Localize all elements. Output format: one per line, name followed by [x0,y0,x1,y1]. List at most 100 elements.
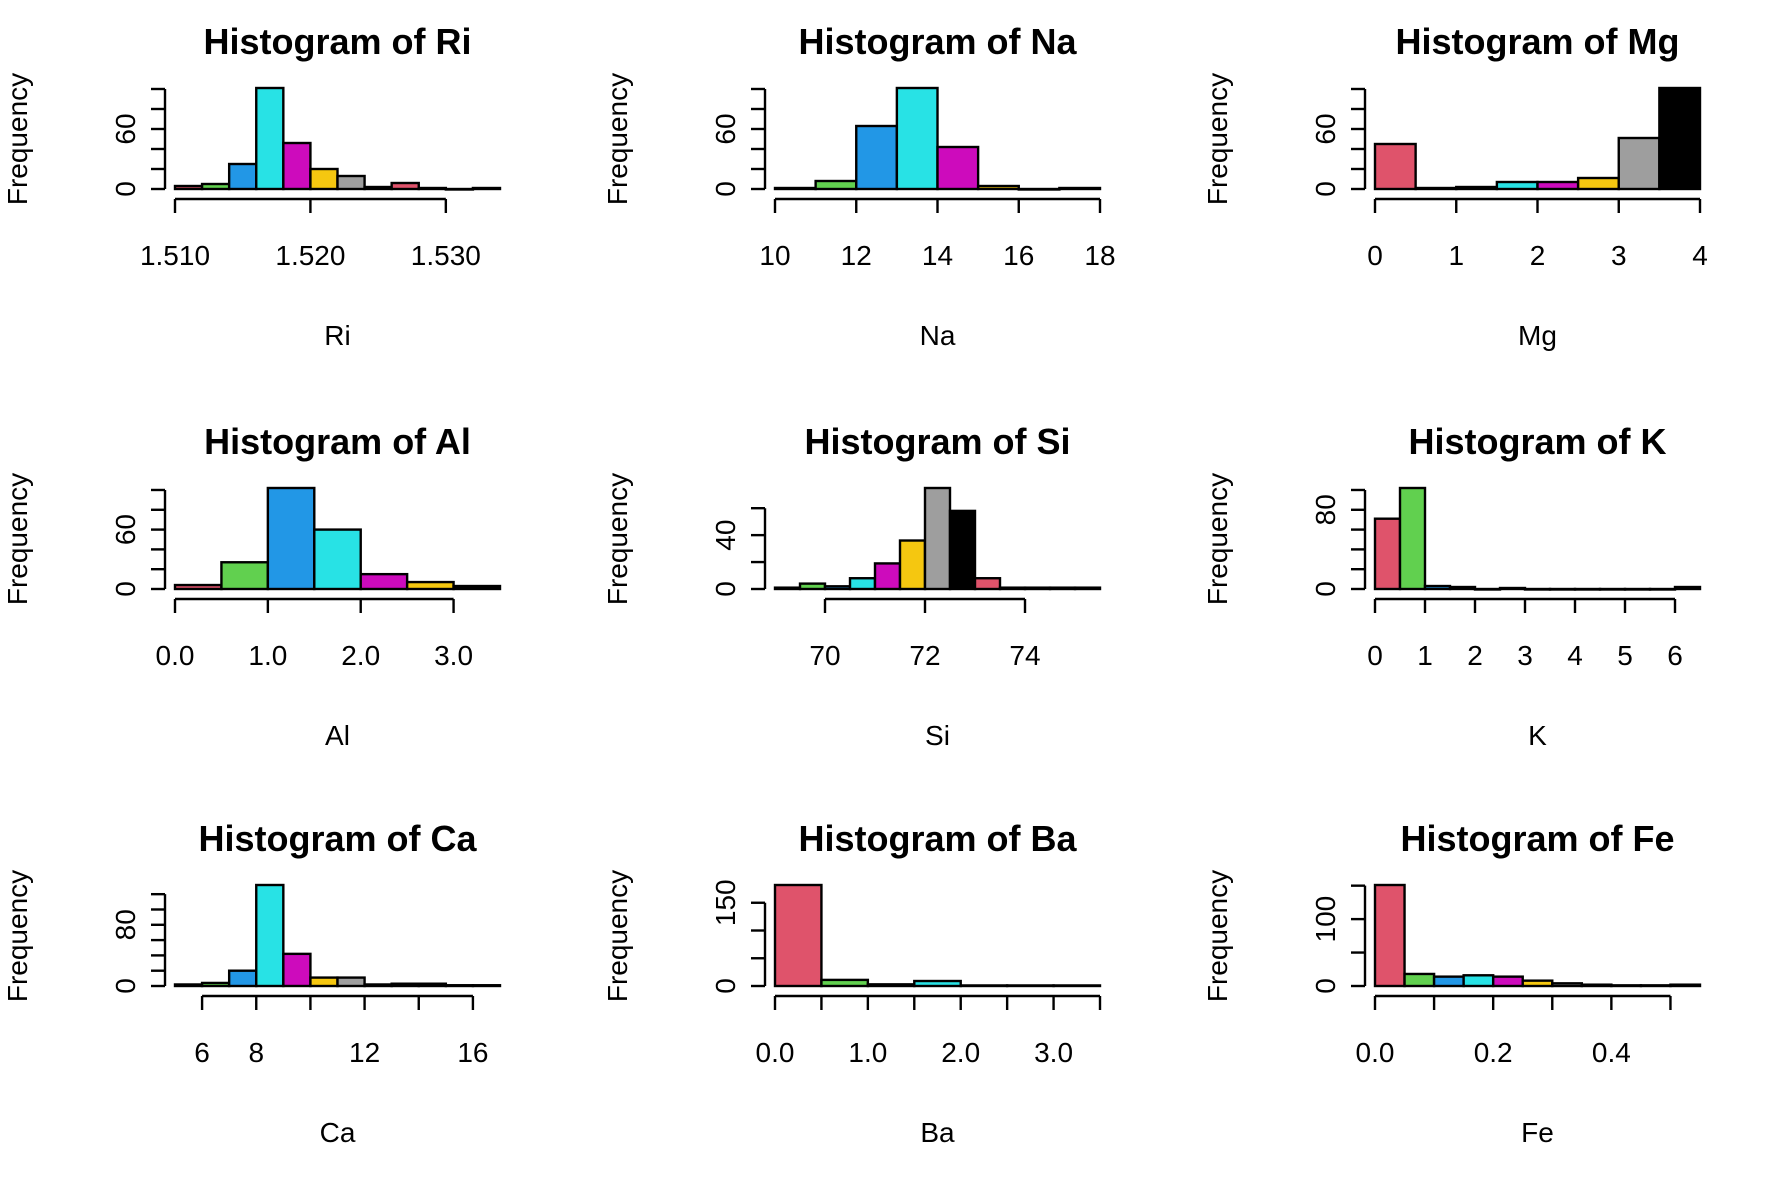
histogram-panel: Histogram of Ba 0.0 1.0 2.0 3.0 0 150 Ba Frequen… [602,818,1102,1148]
panel-title: Histogram of K [1408,421,1666,462]
y-tick-label: 0 [110,181,141,197]
y-tick-label: 60 [1310,113,1341,144]
x-tick-label: 12 [349,1037,380,1068]
y-tick-label: 80 [110,909,141,940]
histogram-bar [1373,883,1406,988]
y-tick-label: 0 [710,581,741,597]
histogram-bar [814,179,858,191]
histogram-panel: Histogram of Fe 0.0 0.2 0.4 0 100 Fe Frequency [1202,818,1702,1148]
histogram-bar [1462,974,1495,988]
x-axis-label: Ca [320,1117,356,1148]
y-tick-label: 150 [710,879,741,926]
x-tick-label: 72 [909,640,940,671]
y-tick-label: 60 [110,113,141,144]
histogram-bar [1052,984,1102,988]
x-tick-label: 10 [759,240,790,271]
x-axis-label: Al [325,720,350,751]
histogram-bar [823,585,852,591]
histogram-panel: Histogram of Si 70 72 74 0 40 Si Frequency [602,421,1102,751]
x-tick-label: 18 [1084,240,1115,271]
histogram-bar [1639,984,1672,988]
x-tick-label: 12 [841,240,872,271]
y-axis-label: Frequency [1202,870,1233,1002]
histogram-bar [998,586,1027,591]
x-tick-label: 16 [1003,240,1034,271]
y-axis-label: Frequency [602,73,633,205]
x-tick-label: 6 [1667,640,1683,671]
histogram-bar [1610,984,1643,988]
y-tick-label: 0 [110,581,141,597]
histogram-bar [444,187,475,191]
y-axis-label: Frequency [2,73,33,205]
panel-title: Histogram of Mg [1396,21,1680,62]
histogram-bar [1536,180,1580,191]
histogram-bar [1617,136,1661,191]
histogram-panel: Histogram of Ca 6 8 12 16 0 80 Ca Frequency [2,818,502,1148]
histogram-bar [471,186,502,191]
histogram-bar [1623,587,1652,591]
y-tick-label: 0 [110,978,141,994]
x-tick-label: 16 [457,1037,488,1068]
panel-title: Histogram of Si [804,421,1070,462]
histogram-bar [1551,982,1584,988]
histogram-bar [390,982,420,988]
histogram-bar [773,883,823,988]
histogram-bar [444,984,475,988]
x-tick-label: 70 [809,640,840,671]
histogram-bar [1423,584,1452,591]
histogram-panel: Histogram of Al 0.0 1.0 2.0 3.0 0 60 Al Frequenc… [2,421,502,751]
y-tick-label: 60 [110,514,141,545]
x-axis-label: Ri [324,320,350,351]
x-tick-label: 3 [1517,640,1533,671]
histogram-bar [471,984,502,988]
histogram-bar [1523,587,1552,591]
x-tick-label: 6 [194,1037,210,1068]
histogram-bar [873,562,902,591]
y-tick-label: 60 [710,113,741,144]
y-axis-label: Frequency [1202,473,1233,605]
panel-title: Histogram of Fe [1400,818,1674,859]
histogram-panel: Histogram of Ri 1.510 1.520 1.530 0 60 Ri Frequ… [2,21,502,351]
histogram-bar [866,983,916,988]
y-axis-label: Frequency [2,473,33,605]
x-axis-label: K [1528,720,1547,751]
histogram-bar [1473,587,1502,591]
histogram-bar [936,145,980,191]
y-tick-label: 40 [710,520,741,551]
histogram-bar [363,185,393,191]
x-tick-label: 1.0 [248,640,287,671]
histogram-bar [255,86,285,191]
x-tick-label: 74 [1009,640,1040,671]
x-tick-label: 2 [1530,240,1546,271]
histogram-bar [200,182,231,191]
histogram-bar [282,141,312,191]
histogram-bar [923,486,952,591]
x-axis-label: Na [920,320,956,351]
histogram-bar [336,976,366,988]
y-tick-label: 0 [1310,978,1341,994]
histogram-bar [1017,187,1061,191]
x-tick-label: 3.0 [1034,1037,1073,1068]
histogram-bar [1598,587,1627,591]
histogram-bar [913,979,962,988]
histogram-bar [309,167,339,191]
histogram-bar [959,984,1009,988]
histogram-bar [417,186,448,191]
panel-title: Histogram of Ba [798,818,1077,859]
y-tick-label: 80 [1310,494,1341,525]
panel-title: Histogram of Ri [203,21,471,62]
histogram-bar [1673,585,1702,591]
histogram-bar [1432,975,1465,988]
x-tick-label: 0.0 [1356,1037,1395,1068]
y-axis-label: Frequency [2,870,33,1002]
histogram-bar [1521,979,1554,988]
x-tick-label: 1.530 [411,240,481,271]
histogram-bar [227,162,258,191]
x-tick-label: 2 [1467,640,1483,671]
x-tick-label: 4 [1567,640,1583,671]
histogram-bar [1073,586,1102,591]
x-tick-label: 5 [1617,640,1633,671]
histogram-bar [1498,586,1527,591]
histogram-bar [898,539,927,591]
histogram-bar [948,509,977,591]
